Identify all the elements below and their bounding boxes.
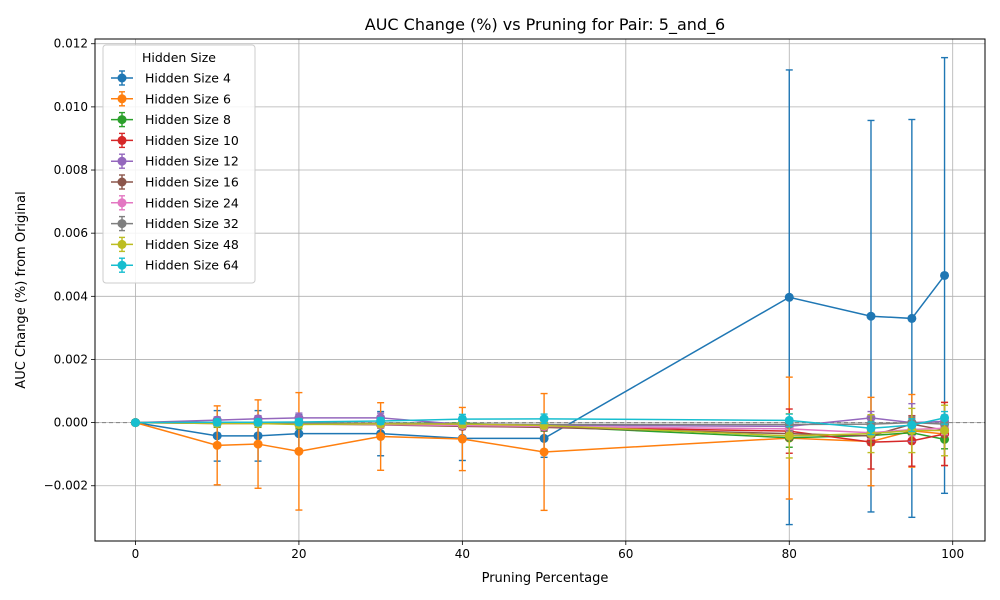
x-tick-label: 80 [782, 547, 797, 561]
data-point [539, 447, 549, 457]
legend-marker [117, 219, 127, 229]
y-tick-label: 0.012 [54, 37, 88, 51]
data-point [907, 313, 917, 323]
data-point [253, 417, 263, 427]
legend-item: Hidden Size 32 [111, 215, 239, 232]
legend: Hidden Size Hidden Size 4 Hidden Size 6 Hid… [102, 44, 256, 284]
legend-label: Hidden Size 8 [145, 112, 231, 127]
data-point [784, 292, 794, 302]
legend-item: Hidden Size 16 [111, 174, 239, 190]
y-tick-label: −0.002 [44, 479, 88, 493]
y-tick-label: 0.006 [54, 226, 88, 240]
legend-marker [117, 156, 127, 166]
x-tick-label: 60 [618, 547, 633, 561]
chart-title: AUC Change (%) vs Pruning for Pair: 5_an… [365, 15, 725, 35]
data-point [376, 416, 386, 426]
legend-item: Hidden Size 24 [111, 195, 239, 211]
series-10 [130, 410, 950, 436]
axes-frame [94, 38, 986, 542]
legend-title: Hidden Size [142, 50, 216, 65]
legend-label: Hidden Size 12 [145, 154, 239, 169]
legend-label: Hidden Size 48 [145, 237, 239, 252]
y-axis-label: AUC Change (%) from Original [14, 191, 29, 388]
legend-marker [117, 115, 127, 125]
data-point [907, 420, 917, 430]
legend-label: Hidden Size 4 [145, 71, 231, 86]
data-point [940, 270, 950, 280]
y-tick-label: 0.008 [54, 163, 88, 177]
x-axis-label: Pruning Percentage [482, 571, 609, 586]
data-point [130, 418, 140, 428]
legend-marker [117, 73, 127, 83]
data-point [294, 417, 304, 427]
data-point [253, 439, 263, 449]
legend-label: Hidden Size 16 [145, 175, 239, 190]
data-point [539, 414, 549, 424]
data-point [784, 415, 794, 425]
data-point [376, 431, 386, 441]
x-tick-label: 20 [291, 547, 306, 561]
legend-item: Hidden Size 48 [111, 236, 239, 253]
y-tick-label: 0.010 [54, 100, 88, 114]
data-point [940, 425, 950, 435]
data-point [212, 417, 222, 427]
legend-marker [117, 135, 127, 145]
legend-marker [117, 94, 127, 104]
legend-label: Hidden Size 10 [145, 133, 239, 148]
y-tick-label: 0.000 [54, 416, 88, 430]
data-point [457, 414, 467, 424]
legend-item: Hidden Size 8 [111, 111, 231, 128]
legend-label: Hidden Size 32 [145, 216, 239, 231]
x-tick-label: 40 [455, 547, 470, 561]
y-tick-label: 0.002 [54, 352, 88, 366]
legend-marker [117, 260, 127, 270]
plot-area: 0 20 40 60 80 100 −0.002 0.000 0.002 0.004 0.006 0.… [44, 37, 986, 561]
x-tick-label: 0 [132, 547, 140, 561]
legend-item: Hidden Size 64 [111, 257, 239, 273]
legend-item: Hidden Size 10 [111, 132, 239, 149]
y-tick-label: 0.004 [54, 289, 88, 303]
x-tick-label: 100 [941, 547, 964, 561]
data-point [457, 434, 467, 444]
legend-item: Hidden Size 4 [111, 70, 231, 86]
data-point [866, 311, 876, 321]
data-point [294, 446, 304, 456]
data-point [784, 431, 794, 441]
legend-label: Hidden Size 6 [145, 91, 231, 106]
data-point [212, 440, 222, 450]
legend-item: Hidden Size 12 [111, 153, 239, 169]
legend-box [102, 44, 256, 284]
legend-marker [117, 198, 127, 208]
legend-label: Hidden Size 64 [145, 258, 239, 273]
data-point [940, 413, 950, 423]
data-point [866, 423, 876, 433]
legend-marker [117, 239, 127, 249]
legend-marker [117, 177, 127, 187]
legend-item: Hidden Size 6 [111, 91, 231, 107]
legend-label: Hidden Size 24 [145, 195, 239, 210]
